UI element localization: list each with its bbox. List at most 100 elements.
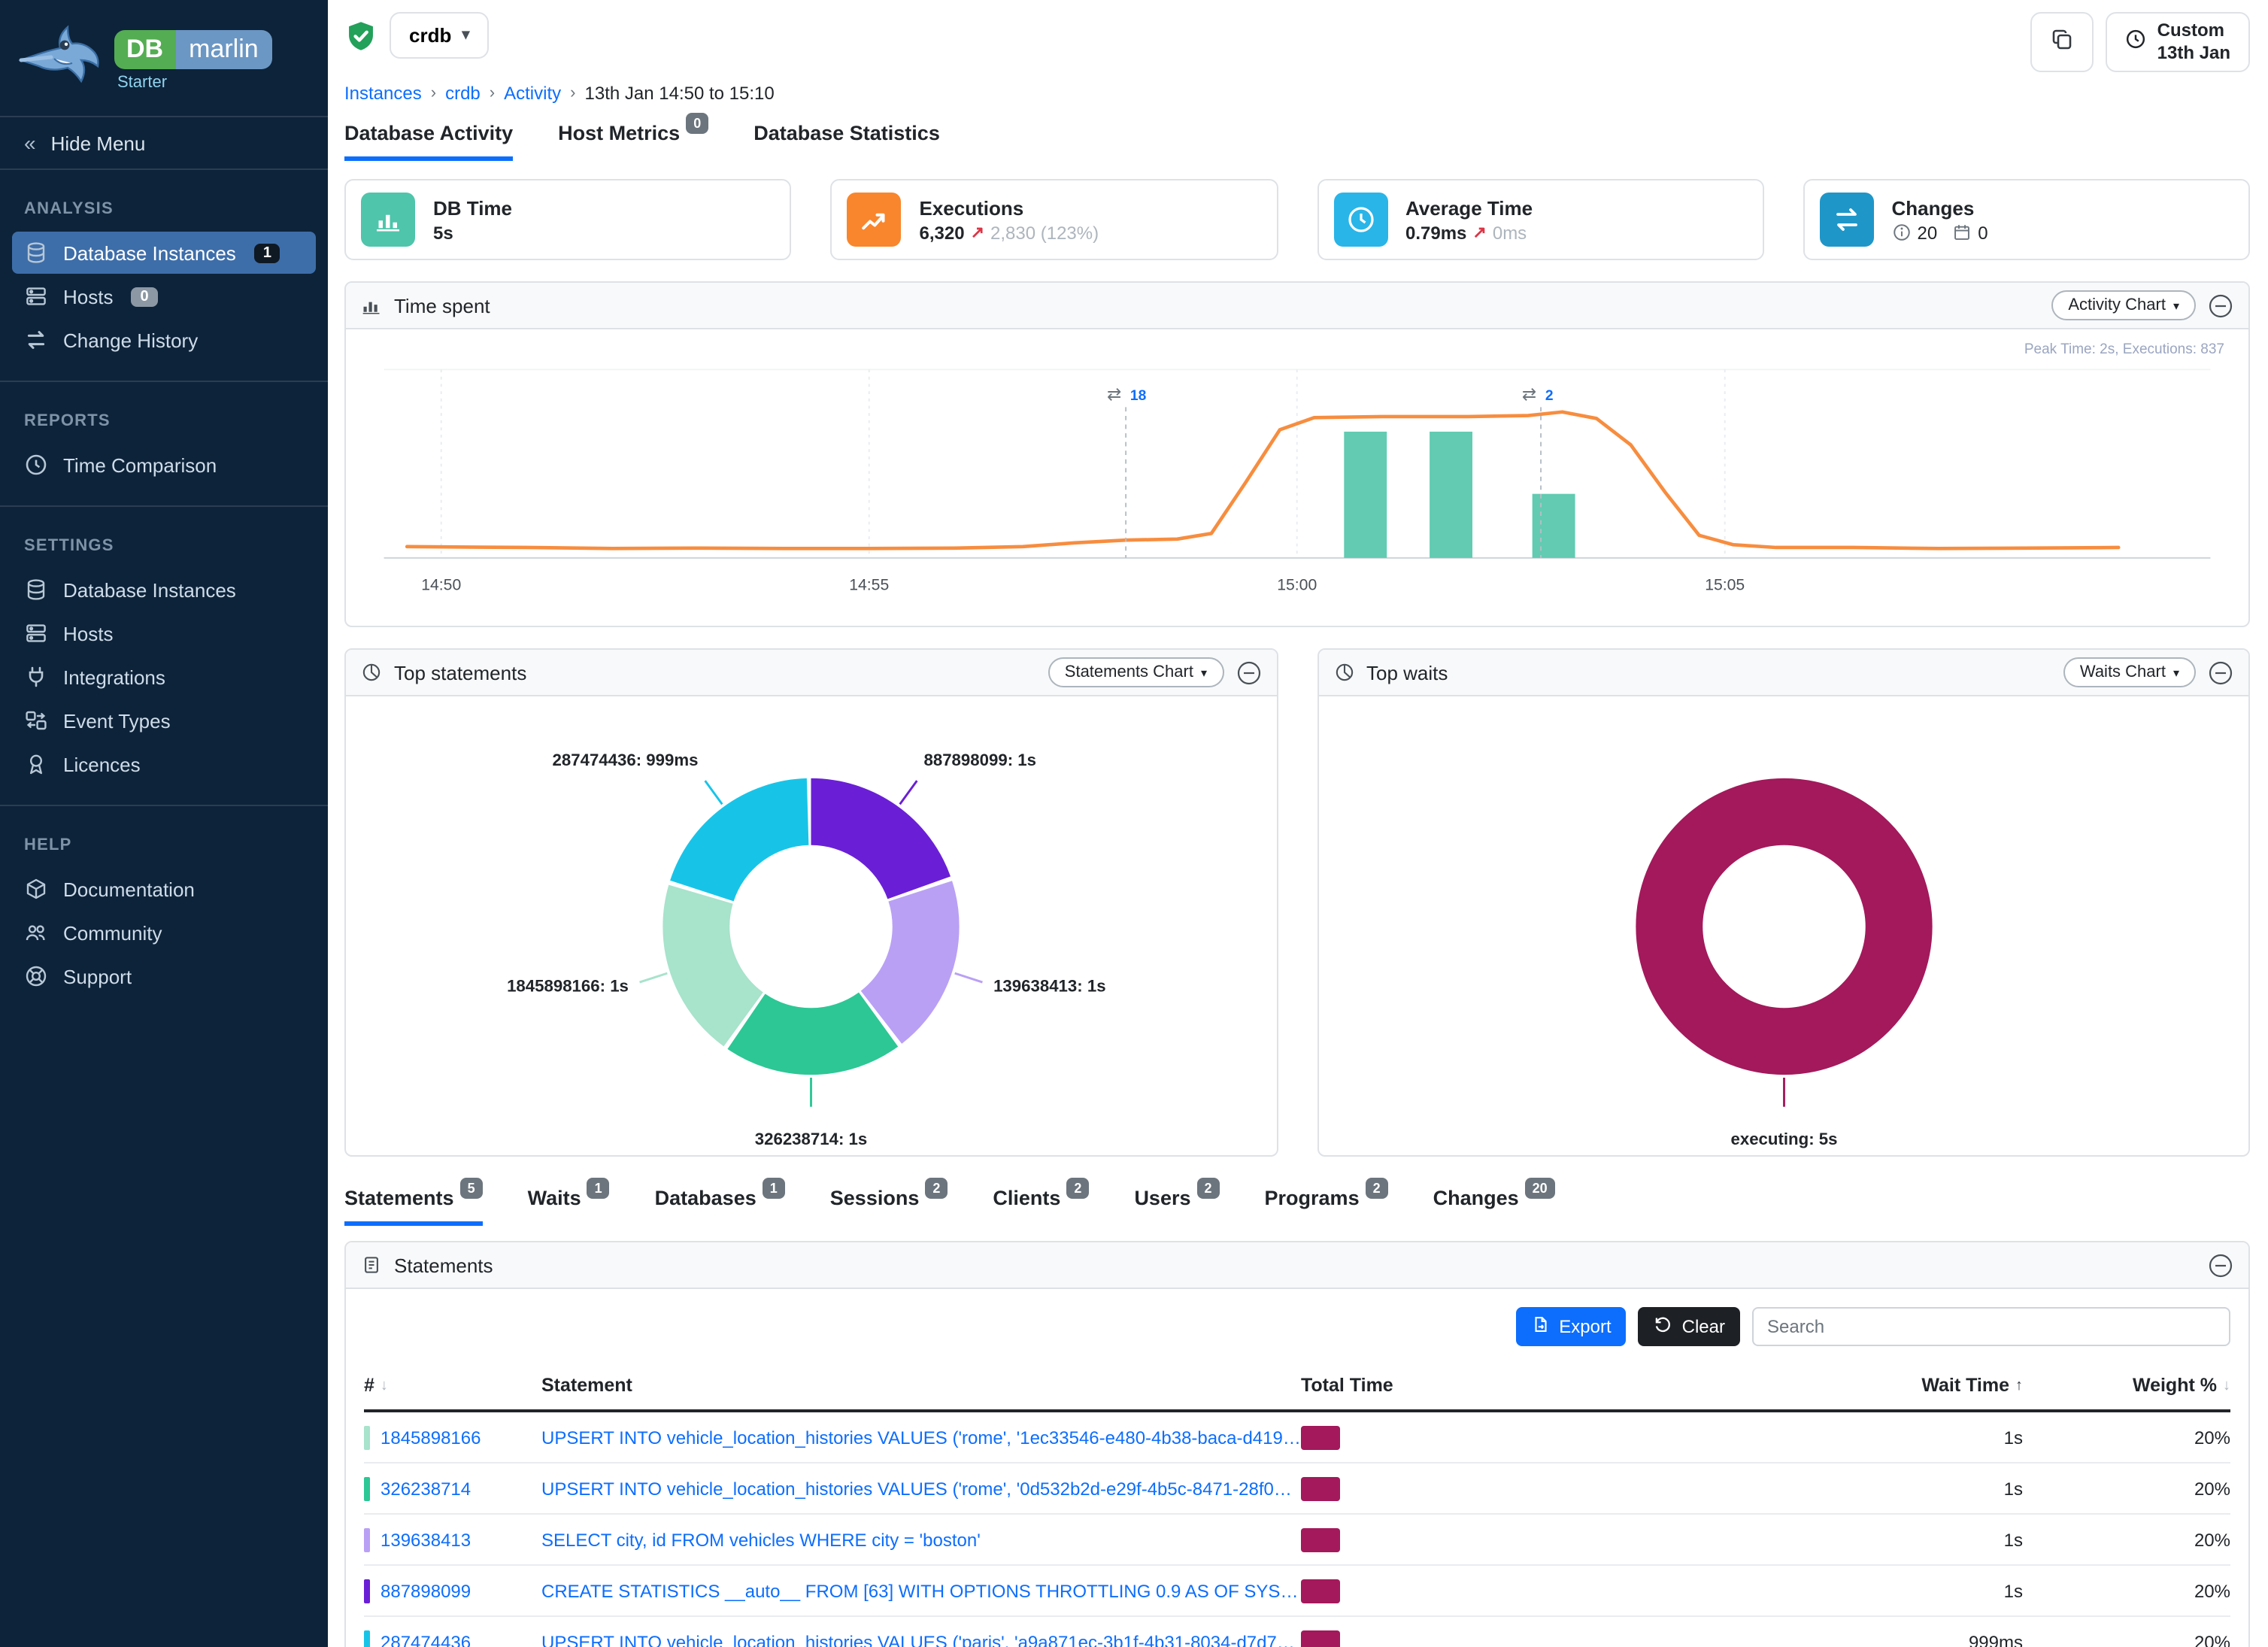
collapse-panel-icon[interactable]	[1236, 660, 1261, 685]
search-input[interactable]	[1752, 1307, 2230, 1346]
statement-id-link[interactable]: 887898099	[381, 1580, 471, 1601]
donut-slice[interactable]	[663, 777, 960, 1075]
clear-label: Clear	[1681, 1316, 1725, 1337]
breadcrumb-item[interactable]: crdb	[445, 83, 481, 104]
tab-database-activity[interactable]: Database Activity	[344, 122, 514, 161]
sidebar-item-event-types[interactable]: Event Types	[0, 699, 316, 742]
detail-tab-changes[interactable]: Changes 20	[1433, 1178, 1555, 1226]
weight-cell: 20%	[2194, 1631, 2230, 1647]
sidebar-section-analysis: ANALYSIS Database Instances 1 Hosts 0 Change …	[0, 170, 328, 381]
time-range-button[interactable]: Custom 13th Jan	[2106, 12, 2250, 72]
collapse-panel-icon[interactable]	[2208, 660, 2233, 685]
instance-dropdown[interactable]: crdb ▾	[390, 12, 490, 59]
export-button[interactable]: Export	[1515, 1307, 1627, 1346]
tab-label: Database Activity	[344, 122, 514, 144]
executions-bar[interactable]	[1430, 431, 1473, 558]
breadcrumb-separator: ›	[489, 84, 496, 102]
sidebar-item-database-instances[interactable]: Database Instances 1	[12, 232, 316, 274]
changes-info-count: 20	[1917, 222, 1938, 243]
statement-link[interactable]: UPSERT INTO vehicle_location_histories V…	[541, 1478, 1301, 1499]
statement-link[interactable]: UPSERT INTO vehicle_location_histories V…	[541, 1427, 1301, 1448]
donut-slice[interactable]	[663, 777, 960, 1075]
detail-tab-statements[interactable]: Statements 5	[344, 1178, 483, 1226]
column-header-total-time[interactable]: Total Time	[1301, 1375, 1393, 1396]
activity-chart-dropdown[interactable]: Activity Chart ▾	[2051, 290, 2196, 320]
change-marker-icon[interactable]: ⇄	[1107, 384, 1121, 404]
kpi-value: 5s	[433, 222, 453, 243]
sidebar-item-documentation[interactable]: Documentation	[0, 868, 316, 910]
time-line-series[interactable]	[405, 410, 2121, 551]
detail-tab-databases[interactable]: Databases 1	[655, 1178, 785, 1226]
tab-host-metrics[interactable]: Host Metrics 0	[558, 113, 709, 161]
database-icon	[24, 578, 48, 602]
clear-button[interactable]: Clear	[1638, 1307, 1740, 1346]
statement-link[interactable]: UPSERT INTO vehicle_location_histories V…	[541, 1631, 1301, 1647]
detail-tab-clients[interactable]: Clients 2	[993, 1178, 1090, 1226]
sidebar-item-label: Event Types	[63, 709, 171, 732]
top-statements-chart[interactable]: 887898099: 1s 139638413: 1s 326238714: 1s 1…	[346, 696, 1276, 1155]
change-marker-count[interactable]: 18	[1130, 388, 1147, 404]
statement-link[interactable]: CREATE STATISTICS __auto__ FROM [63] WIT…	[541, 1580, 1301, 1601]
top-waits-chart[interactable]: executing: 5s	[1318, 696, 2248, 1155]
breadcrumb-separator: ›	[570, 84, 576, 102]
wait-time-cell: 999ms	[1968, 1631, 2023, 1647]
server-icon	[24, 621, 48, 645]
table-row: 1845898166 UPSERT INTO vehicle_location_h…	[364, 1412, 2230, 1463]
change-marker-icon[interactable]: ⇄	[1522, 384, 1536, 404]
count-badge: 20	[1524, 1178, 1555, 1199]
detail-tab-waits[interactable]: Waits 1	[528, 1178, 610, 1226]
executions-bar[interactable]	[1344, 431, 1387, 558]
sidebar-item-database-instances[interactable]: Database Instances	[0, 569, 316, 611]
breadcrumb-item[interactable]: Activity	[504, 83, 562, 104]
sidebar-item-integrations[interactable]: Integrations	[0, 656, 316, 698]
donut-slice[interactable]	[663, 777, 960, 1075]
column-header-wait-time[interactable]: Wait Time ↑	[1921, 1375, 2023, 1396]
donut-slice[interactable]	[663, 777, 960, 1075]
statement-id-link[interactable]: 1845898166	[381, 1427, 481, 1448]
breadcrumb-item[interactable]: Instances	[344, 83, 422, 104]
time-spent-chart[interactable]: 14:50 14:55 15:00 15:05 ⇄ 18 ⇄ 2	[355, 335, 2239, 623]
statements-chart-dropdown[interactable]: Statements Chart ▾	[1048, 657, 1223, 687]
sidebar-heading: REPORTS	[24, 412, 111, 430]
statement-cell: UPSERT INTO vehicle_location_histories V…	[541, 1631, 1301, 1647]
sidebar-item-support[interactable]: Support	[0, 955, 316, 997]
weight-cell: 20%	[2194, 1529, 2230, 1550]
table-row: 326238714 UPSERT INTO vehicle_location_hi…	[364, 1463, 2230, 1515]
color-chip	[364, 1425, 370, 1449]
detail-tab-programs[interactable]: Programs 2	[1265, 1178, 1388, 1226]
column-header-id[interactable]: # ↓	[364, 1375, 388, 1396]
statement-id-link[interactable]: 287474436	[381, 1631, 471, 1647]
copy-link-button[interactable]	[2030, 12, 2094, 72]
detail-tab-sessions[interactable]: Sessions 2	[830, 1178, 948, 1226]
collapse-panel-icon[interactable]	[2208, 293, 2233, 318]
weight-cell: 20%	[2194, 1580, 2230, 1601]
table-body: 1845898166 UPSERT INTO vehicle_location_h…	[364, 1412, 2230, 1647]
sidebar-item-change-history[interactable]: Change History	[0, 319, 316, 361]
sidebar-item-label: Support	[63, 965, 132, 987]
kpi-value-row: 6,320 ↗ 2,830 (123%)	[920, 222, 1099, 243]
change-marker-count[interactable]: 2	[1545, 388, 1554, 404]
kpi-card-db-time: DB Time 5s	[344, 179, 792, 260]
executions-bar[interactable]	[1532, 493, 1575, 558]
tab-database-statistics[interactable]: Database Statistics	[753, 122, 940, 161]
sidebar-section-help: HELP Documentation Community Support	[0, 805, 328, 1017]
statement-id-link[interactable]: 139638413	[381, 1529, 471, 1550]
hide-menu-button[interactable]: « Hide Menu	[0, 116, 328, 170]
statement-link[interactable]: SELECT city, id FROM vehicles WHERE city…	[541, 1529, 981, 1550]
export-icon	[1530, 1315, 1550, 1339]
column-header-statement[interactable]: Statement	[541, 1375, 632, 1396]
detail-tab-users[interactable]: Users 2	[1134, 1178, 1220, 1226]
total-time-bar	[1301, 1579, 1340, 1603]
collapse-panel-icon[interactable]	[2208, 1252, 2233, 1278]
column-header-weight[interactable]: Weight % ↓	[2132, 1375, 2230, 1396]
sidebar-item-hosts[interactable]: Hosts	[0, 612, 316, 654]
waits-chart-dropdown[interactable]: Waits Chart ▾	[2063, 657, 2196, 687]
sidebar-item-community[interactable]: Community	[0, 911, 316, 954]
donut-slice[interactable]	[1635, 777, 1932, 1075]
sidebar-item-time-comparison[interactable]: Time Comparison	[0, 444, 316, 486]
sidebar-item-hosts[interactable]: Hosts 0	[0, 275, 316, 317]
wait-time-cell: 1s	[2003, 1478, 2023, 1499]
sidebar-item-label: Integrations	[63, 666, 165, 688]
statement-id-link[interactable]: 326238714	[381, 1478, 471, 1499]
sidebar-item-licences[interactable]: Licences	[0, 743, 316, 785]
